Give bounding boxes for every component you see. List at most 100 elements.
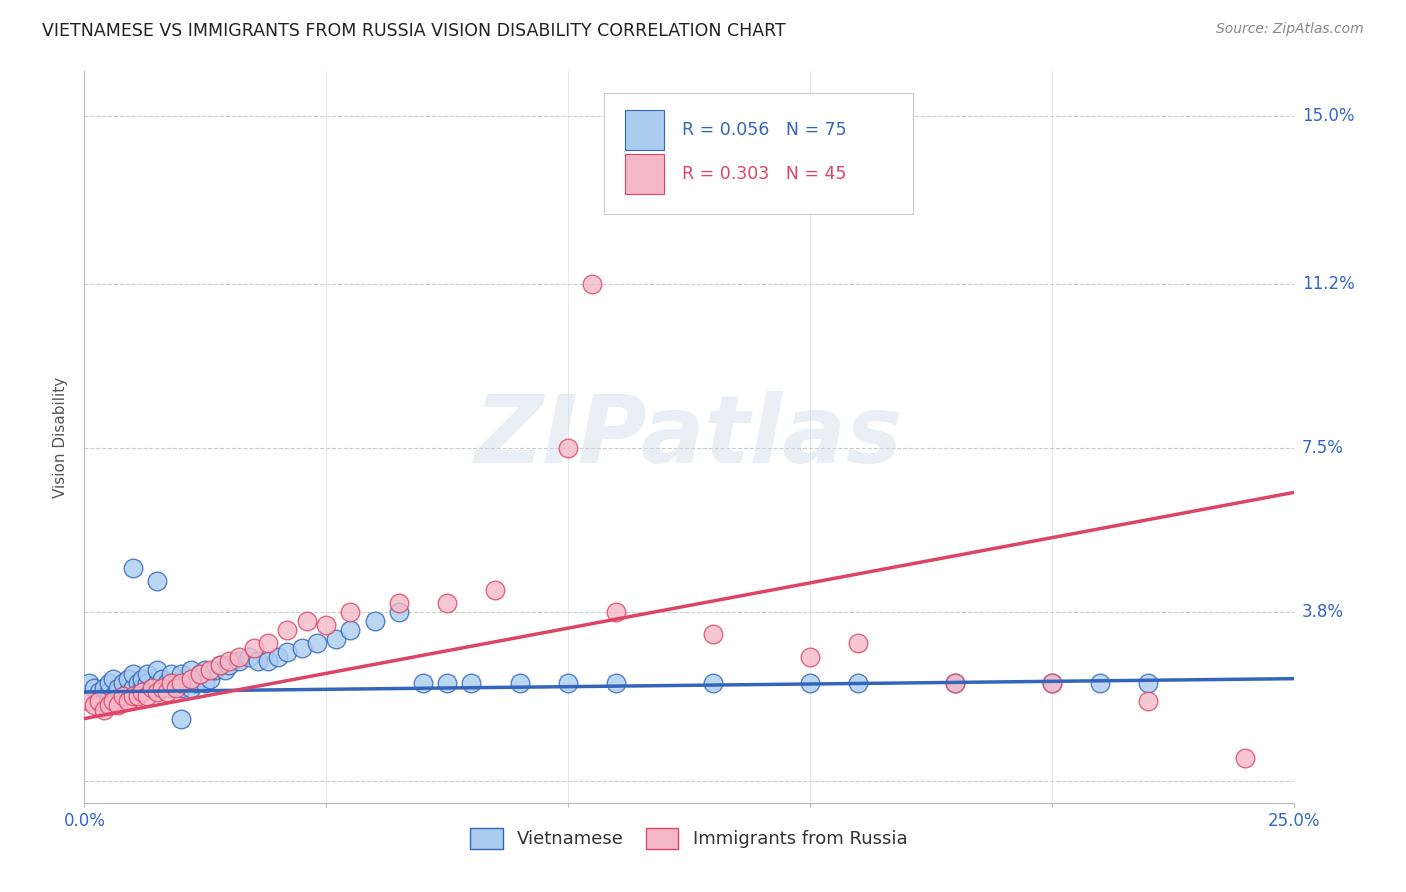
Point [799, 649, 821, 664]
Point [117, 672, 139, 686]
Text: 7.5%: 7.5% [1302, 439, 1344, 458]
Point [180, 672, 202, 686]
Point [150, 681, 173, 695]
Point [190, 667, 212, 681]
Point [127, 676, 149, 690]
FancyBboxPatch shape [605, 94, 912, 214]
Point [107, 681, 129, 695]
Point [276, 623, 298, 637]
Point [170, 676, 193, 690]
Point [87, 694, 110, 708]
Point [339, 623, 361, 637]
Point [702, 676, 724, 690]
Point [180, 681, 202, 695]
Point [170, 712, 193, 726]
Point [460, 676, 482, 690]
Point [160, 676, 183, 690]
Point [315, 618, 337, 632]
Point [388, 596, 411, 610]
Point [204, 663, 226, 677]
Text: ZIPatlas: ZIPatlas [475, 391, 903, 483]
Point [160, 681, 183, 695]
Point [218, 654, 240, 668]
Point [77, 694, 100, 708]
Text: 11.2%: 11.2% [1302, 275, 1354, 293]
Point [846, 676, 869, 690]
Point [146, 676, 169, 690]
Text: 3.8%: 3.8% [1302, 603, 1344, 621]
FancyBboxPatch shape [624, 110, 664, 150]
Point [1088, 676, 1111, 690]
Text: R = 0.303   N = 45: R = 0.303 N = 45 [682, 165, 846, 183]
Point [121, 667, 143, 681]
Point [174, 676, 197, 690]
Point [484, 582, 506, 597]
Point [155, 676, 177, 690]
Point [305, 636, 328, 650]
Point [146, 685, 169, 699]
Point [97, 685, 120, 699]
Point [228, 654, 250, 668]
Point [117, 694, 139, 708]
Point [93, 690, 115, 704]
Point [170, 667, 193, 681]
Point [846, 636, 869, 650]
Point [436, 596, 458, 610]
Point [267, 649, 290, 664]
Point [117, 685, 139, 699]
Point [339, 605, 361, 619]
Point [121, 561, 143, 575]
Point [127, 685, 149, 699]
Text: R = 0.056   N = 75: R = 0.056 N = 75 [682, 121, 846, 139]
Point [155, 685, 177, 699]
Point [103, 690, 125, 704]
Text: VIETNAMESE VS IMMIGRANTS FROM RUSSIA VISION DISABILITY CORRELATION CHART: VIETNAMESE VS IMMIGRANTS FROM RUSSIA VIS… [42, 22, 786, 40]
Point [136, 676, 159, 690]
Point [184, 676, 207, 690]
Point [257, 636, 280, 650]
Point [190, 667, 212, 681]
Point [214, 663, 236, 677]
Point [131, 685, 153, 699]
Point [112, 676, 135, 690]
Point [131, 681, 153, 695]
Point [557, 676, 579, 690]
Point [557, 441, 579, 455]
Point [218, 658, 240, 673]
Point [103, 672, 125, 686]
Point [194, 676, 217, 690]
FancyBboxPatch shape [624, 153, 664, 194]
Point [146, 574, 169, 589]
Point [1234, 751, 1257, 765]
Point [198, 672, 221, 686]
Point [107, 698, 129, 713]
Point [141, 681, 163, 695]
Point [194, 663, 217, 677]
Point [208, 658, 231, 673]
Text: 15.0%: 15.0% [1302, 107, 1354, 125]
Point [198, 663, 221, 677]
Point [83, 681, 105, 695]
Point [112, 690, 135, 704]
Point [242, 640, 264, 655]
Point [146, 663, 169, 677]
Legend: Vietnamese, Immigrants from Russia: Vietnamese, Immigrants from Russia [471, 828, 907, 848]
Point [136, 667, 159, 681]
Point [276, 645, 298, 659]
Point [121, 681, 143, 695]
Point [257, 654, 280, 668]
Point [97, 676, 120, 690]
Point [238, 649, 260, 664]
Point [1137, 676, 1160, 690]
Point [150, 672, 173, 686]
Point [388, 605, 411, 619]
Point [160, 667, 183, 681]
Point [605, 605, 627, 619]
Y-axis label: Vision Disability: Vision Disability [53, 376, 69, 498]
Point [87, 694, 110, 708]
Point [1040, 676, 1063, 690]
Point [77, 676, 100, 690]
Point [97, 698, 120, 713]
Point [165, 676, 187, 690]
Point [436, 676, 458, 690]
